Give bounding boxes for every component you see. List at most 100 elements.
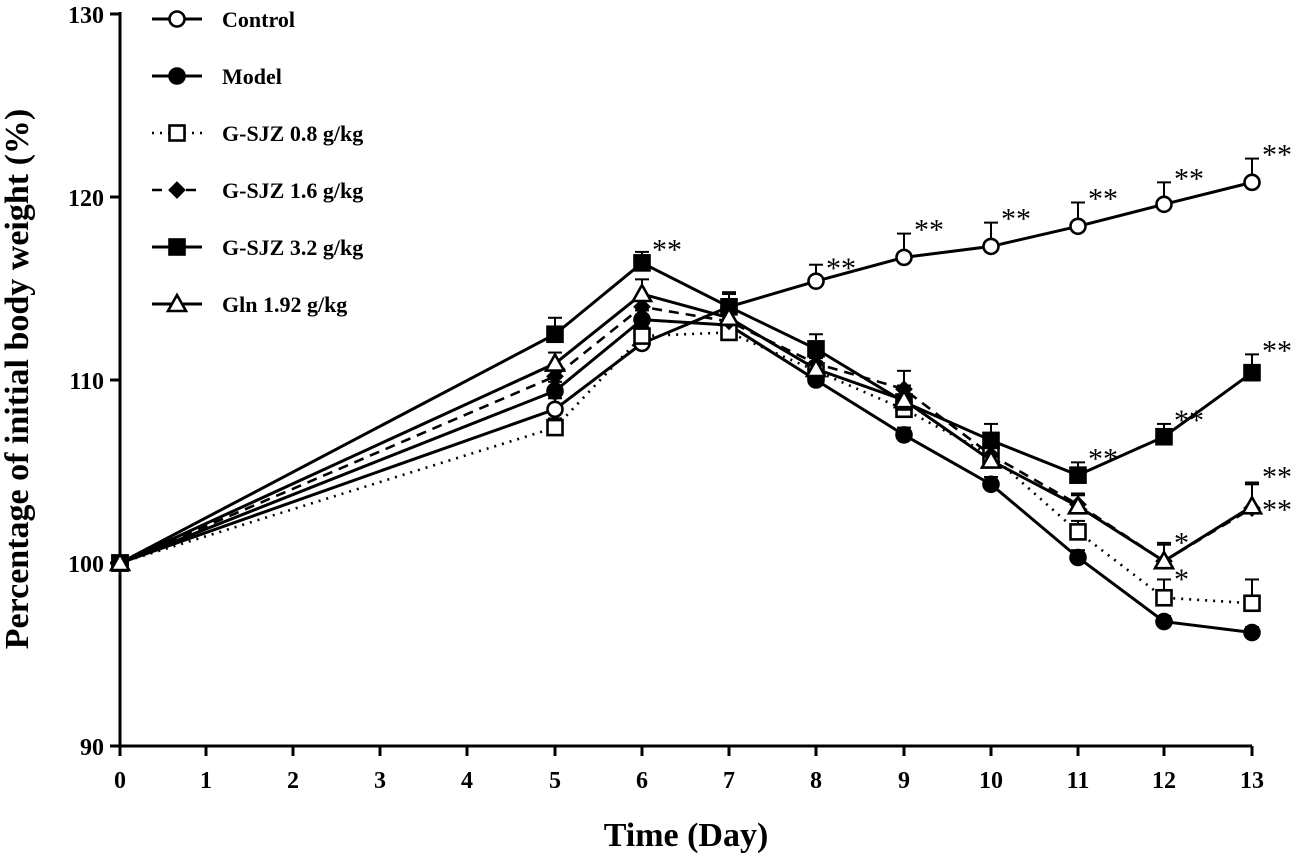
data-point — [1152, 549, 1176, 570]
significance-label: ** — [1262, 139, 1292, 172]
legend-marker — [168, 238, 186, 256]
legend-label: G-SJZ 0.8 g/kg — [222, 121, 363, 146]
data-point — [1243, 173, 1261, 192]
x-tick-label: 0 — [114, 768, 126, 794]
significance-label: ** — [652, 234, 682, 267]
data-point — [892, 388, 916, 409]
legend-item: G-SJZ 3.2 g/kg — [152, 235, 363, 260]
legend-label: Gln 1.92 g/kg — [222, 292, 347, 317]
legend-item: G-SJZ 0.8 g/kg — [152, 121, 363, 146]
data-point — [1155, 612, 1173, 631]
x-tick-label: 9 — [898, 768, 910, 794]
x-axis-title: Time (Day) — [604, 817, 769, 854]
legend-item: G-SJZ 1.6 g/kg — [152, 178, 363, 203]
data-point — [546, 400, 564, 419]
significance-label: * — [1174, 563, 1189, 596]
data-point — [804, 357, 828, 378]
data-point — [633, 297, 651, 316]
x-tick-label: 5 — [549, 768, 561, 794]
data-point — [1069, 466, 1087, 484]
data-point — [979, 448, 1003, 469]
significance-annotations: ****** ******************** — [652, 139, 1292, 597]
legend-marker — [168, 124, 186, 142]
data-point — [1069, 548, 1087, 567]
data-point — [1243, 594, 1261, 613]
legend: Control Model G-SJZ 0.8 g/kg G-SJZ 1.6 g/kg… — [152, 7, 363, 317]
x-tick-label: 6 — [636, 768, 648, 794]
y-tick-label: 130 — [68, 3, 104, 29]
data-point — [717, 306, 741, 327]
significance-label: ** — [1088, 182, 1118, 215]
data-point — [1243, 363, 1261, 382]
data-point — [1155, 588, 1173, 607]
markers — [108, 173, 1264, 642]
data-point — [1069, 217, 1087, 236]
data-point — [895, 248, 913, 267]
data-point — [982, 475, 1000, 494]
legend-label: G-SJZ 3.2 g/kg — [222, 235, 363, 260]
significance-label: * — [1174, 527, 1189, 560]
data-point — [543, 351, 567, 372]
series-line-2 — [119, 331, 1253, 605]
x-tick-label: 7 — [723, 768, 735, 794]
data-point — [807, 272, 825, 290]
y-axis-title: Percentage of initial body weight (%) — [0, 109, 36, 649]
significance-label: ** — [1262, 494, 1292, 527]
legend-label: Control — [222, 7, 295, 32]
data-point — [895, 426, 913, 444]
significance-label: ** — [1088, 442, 1118, 475]
data-point — [546, 382, 564, 400]
data-point — [546, 325, 564, 344]
legend-label: G-SJZ 1.6 g/kg — [222, 178, 363, 203]
significance-label: ** — [1174, 404, 1204, 437]
significance-label: ** — [1001, 203, 1031, 236]
data-point — [630, 282, 654, 303]
series-line-5 — [119, 292, 1253, 565]
data-point — [633, 327, 651, 345]
legend-label: Model — [222, 64, 282, 89]
significance-label: ** — [914, 214, 944, 247]
data-point — [1240, 494, 1264, 515]
series-line-4 — [119, 261, 1253, 565]
data-point — [807, 340, 825, 358]
data-point — [546, 418, 564, 437]
series-line-1 — [119, 318, 1253, 635]
legend-item: Gln 1.92 g/kg — [152, 292, 347, 317]
data-point — [633, 254, 651, 272]
data-point — [1155, 427, 1173, 446]
x-tick-label: 13 — [1240, 768, 1264, 794]
legend-item: Control — [152, 7, 295, 32]
y-tick-label: 90 — [80, 735, 104, 761]
x-tick-label: 2 — [287, 768, 299, 794]
legend-marker — [168, 181, 186, 199]
data-point — [1243, 623, 1261, 642]
legend-item: Model — [152, 64, 282, 89]
series-line-0 — [119, 180, 1253, 565]
data-point — [982, 431, 1000, 450]
x-tick-label: 10 — [979, 768, 1003, 794]
y-tick-label: 100 — [68, 552, 104, 578]
significance-label: ** — [826, 252, 856, 285]
series-lines — [119, 180, 1253, 635]
legend-marker — [168, 10, 186, 28]
x-tick-label: 1 — [200, 768, 212, 794]
x-tick-label: 12 — [1152, 768, 1176, 794]
x-tick-label: 8 — [810, 768, 822, 794]
series-line-3 — [119, 305, 1253, 565]
data-point — [108, 551, 132, 572]
legend-marker — [165, 292, 189, 313]
x-tick-label: 4 — [461, 768, 473, 794]
significance-label: ** — [1262, 461, 1292, 494]
data-point — [1069, 523, 1087, 541]
y-tick-label: 120 — [68, 186, 104, 212]
data-point — [982, 237, 1000, 256]
y-tick-label: 110 — [69, 369, 104, 395]
data-point — [1066, 494, 1090, 515]
data-point — [1155, 195, 1173, 214]
x-tick-label: 3 — [374, 768, 386, 794]
x-tick-label: 11 — [1067, 768, 1090, 794]
significance-label: ** — [1262, 334, 1292, 367]
significance-label: ** — [1174, 162, 1204, 195]
